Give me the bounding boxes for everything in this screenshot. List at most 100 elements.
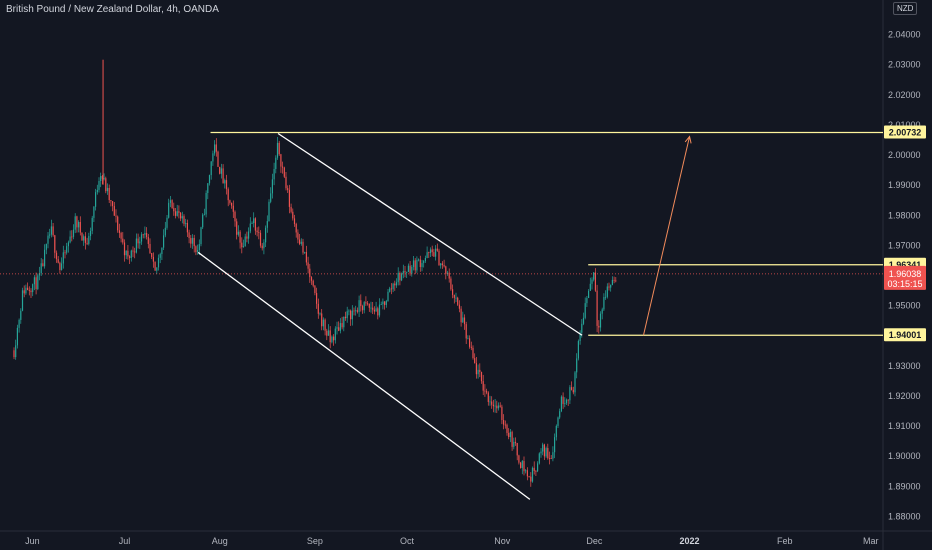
- candle-body: [395, 282, 398, 286]
- candle-body: [54, 235, 56, 253]
- candle-body: [317, 303, 319, 314]
- time-axis[interactable]: Jun Jul Aug Sep Oct Nov Dec 2022 Feb Mar: [25, 536, 878, 546]
- candle-body: [389, 288, 391, 292]
- candle-body: [521, 461, 523, 468]
- channel-lower-line[interactable]: [197, 251, 531, 500]
- candle-body: [115, 215, 117, 217]
- candle-body: [151, 253, 153, 257]
- candle-body: [214, 144, 216, 154]
- symbol-title[interactable]: British Pound / New Zealand Dollar, 4h, …: [6, 4, 219, 15]
- candle-body: [564, 403, 566, 405]
- candle-body: [533, 467, 535, 471]
- candle-body: [416, 259, 418, 271]
- drawings[interactable]: [0, 131, 883, 500]
- candle-body: [161, 247, 163, 255]
- candle-body: [326, 330, 328, 336]
- candle-body: [428, 252, 430, 254]
- candle-body: [215, 144, 217, 152]
- currency-badge[interactable]: NZD: [893, 2, 918, 15]
- candle-body: [351, 310, 353, 320]
- channel-upper-line[interactable]: [277, 132, 583, 336]
- candle-body: [295, 223, 297, 233]
- candle-body: [482, 381, 484, 391]
- candle-body: [217, 151, 219, 167]
- candle-body: [433, 252, 435, 257]
- candle-body: [293, 218, 296, 224]
- candle-body: [242, 246, 245, 248]
- candle-body: [174, 211, 177, 216]
- candle-body: [171, 200, 173, 209]
- candle-body: [163, 235, 165, 248]
- candle-body: [231, 202, 233, 206]
- candle-body: [327, 330, 330, 336]
- candle-body: [445, 266, 447, 274]
- candle-body: [538, 453, 540, 464]
- candle-body: [615, 280, 617, 282]
- projection-arrow-line[interactable]: [643, 136, 691, 336]
- candle-body: [329, 330, 331, 343]
- candle-body: [71, 236, 73, 238]
- candle-body: [341, 323, 343, 328]
- candle-body: [62, 252, 64, 264]
- candle-body: [322, 319, 324, 327]
- candle-body: [514, 441, 517, 443]
- y-tick-label: 1.98000: [888, 210, 921, 220]
- candle-body: [30, 290, 32, 293]
- candle-body: [271, 179, 273, 194]
- x-tick-label: Oct: [400, 536, 415, 546]
- candle-body: [577, 341, 579, 359]
- candle-body: [32, 284, 34, 293]
- y-tick-label: 2.03000: [888, 60, 921, 70]
- candle-body: [599, 313, 602, 328]
- candle-body: [506, 424, 508, 433]
- candle-body: [387, 291, 389, 302]
- candle-body: [120, 232, 122, 239]
- candle-body: [458, 304, 460, 309]
- y-tick-label: 1.97000: [888, 240, 921, 250]
- candle-body: [169, 200, 171, 203]
- candle-body: [254, 218, 256, 231]
- candle-body: [443, 265, 445, 267]
- candle-body: [455, 297, 457, 299]
- candle-body: [135, 238, 137, 253]
- y-tick-label: 1.91000: [888, 421, 921, 431]
- candle-body: [248, 231, 250, 239]
- candle-body: [569, 387, 571, 401]
- candle-body: [319, 313, 321, 315]
- candle-body: [321, 313, 323, 327]
- candle-body: [377, 308, 379, 316]
- x-tick-label: Jun: [25, 536, 40, 546]
- candle-body: [273, 169, 275, 180]
- candle-body: [344, 316, 347, 319]
- candle-body: [69, 236, 71, 243]
- candle-body: [47, 235, 49, 244]
- level-price-label: 2.00732: [889, 128, 922, 138]
- candle-body: [594, 272, 596, 291]
- candle-body: [525, 470, 527, 472]
- candle-body: [355, 310, 357, 312]
- candle-body: [542, 444, 544, 452]
- candle-body: [23, 290, 25, 294]
- candle-body: [414, 260, 416, 271]
- y-tick-label: 1.89000: [888, 481, 921, 491]
- candle-body: [195, 246, 197, 252]
- candle-body: [446, 272, 449, 274]
- candle-body: [287, 188, 289, 190]
- candle-body: [144, 233, 146, 235]
- projection-arrow-head[interactable]: [684, 135, 692, 144]
- candle-body: [363, 302, 365, 311]
- candle-body: [50, 226, 52, 235]
- candle-body: [579, 332, 581, 342]
- candle-body: [567, 399, 569, 401]
- candle-body: [95, 192, 97, 207]
- candle-body: [601, 309, 603, 314]
- y-tick-label: 2.01000: [888, 120, 921, 130]
- candle-body: [81, 232, 83, 241]
- candle-body: [535, 470, 537, 472]
- candle-body: [501, 406, 503, 421]
- candle-body: [251, 223, 253, 224]
- candle-body: [297, 232, 299, 240]
- candle-body: [125, 250, 127, 256]
- candle-body: [474, 358, 476, 364]
